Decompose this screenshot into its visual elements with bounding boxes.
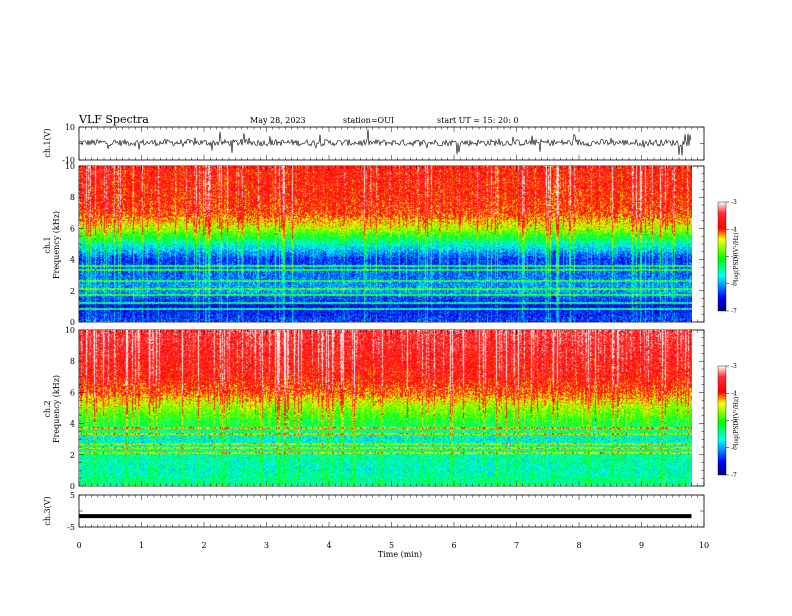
- y-tick-label: 2: [70, 451, 75, 460]
- ch1-colorbar-label: log(PSD)(V²/Hz): [733, 233, 740, 282]
- x-tick-label: 9: [639, 541, 644, 550]
- ch2-spectrogram-image: [79, 330, 692, 486]
- ch2-colorbar: [717, 365, 727, 476]
- x-axis-title: Time (min): [378, 550, 422, 559]
- colorbar-tick-label: -5: [731, 418, 737, 425]
- y-tick-label: 2: [70, 287, 75, 296]
- date-label: May 28, 2023: [250, 116, 306, 125]
- y-tick-label: 6: [70, 224, 75, 233]
- y-tick-label: 0: [70, 318, 75, 327]
- x-tick-label: 4: [326, 541, 331, 550]
- y-tick-label: -5: [67, 523, 75, 532]
- colorbar-tick-label: -7: [731, 472, 737, 479]
- y-tick-label: 8: [70, 357, 75, 366]
- ch1-colorbar: [717, 201, 727, 312]
- colorbar-tick-label: -7: [731, 308, 737, 315]
- y-tick-label: 10: [65, 326, 75, 335]
- colorbar-tick-label: -6: [731, 281, 737, 288]
- ch1-waveform-trace: [78, 129, 692, 156]
- y-tick-label: -10: [62, 156, 75, 165]
- y-tick-label: 4: [70, 256, 75, 265]
- x-tick-label: 5: [389, 541, 394, 550]
- colorbar-tick-label: -4: [731, 390, 737, 397]
- ch2-spec-ylabel: Frequency (kHz): [52, 375, 61, 443]
- start-time-label: start UT = 15: 20: 0: [437, 116, 518, 125]
- x-tick-label: 2: [201, 541, 206, 550]
- axis-ticks-layer: 0 1 2 3 4 5 6 7 8 9 100246810024681010-105-5-3-4-5…: [62, 123, 737, 550]
- y-tick-label: 0: [70, 482, 75, 491]
- ch1-spec-ylabel: Frequency (kHz): [52, 211, 61, 279]
- y-tick-label: 4: [70, 420, 75, 429]
- x-tick-label: 7: [514, 541, 519, 550]
- y-tick-label: 6: [70, 388, 75, 397]
- colorbar-tick-label: -4: [731, 226, 737, 233]
- x-tick-label: 3: [264, 541, 269, 550]
- colorbar-tick-label: -5: [731, 254, 737, 261]
- ch1-spectrogram-image: [79, 166, 692, 322]
- x-tick-label: 6: [451, 541, 456, 550]
- x-tick-label: 1: [139, 541, 144, 550]
- station-label: station=OUI: [343, 116, 394, 125]
- ch2-spec-channel-label: ch.2: [43, 400, 52, 417]
- y-tick-label: 5: [70, 491, 75, 500]
- ch1-spec-channel-label: ch.1: [43, 236, 52, 253]
- colorbar-tick-label: -3: [731, 199, 737, 206]
- x-tick-label: 8: [576, 541, 581, 550]
- ch2-colorbar-label: log(PSD)(V²/Hz): [733, 397, 740, 446]
- y-tick-label: 10: [65, 123, 75, 132]
- y-tick-label: 10: [65, 162, 75, 171]
- figure-title: VLF Spectra: [78, 113, 149, 126]
- ch3-ylabel: ch.3(V): [43, 496, 52, 525]
- x-tick-label: 10: [699, 541, 709, 550]
- y-tick-label: 8: [70, 193, 75, 202]
- ch1-ylabel: ch.1(V): [43, 128, 52, 157]
- colorbar-tick-label: -3: [731, 363, 737, 370]
- x-tick-label: 0: [76, 541, 81, 550]
- colorbar-tick-label: -6: [731, 445, 737, 452]
